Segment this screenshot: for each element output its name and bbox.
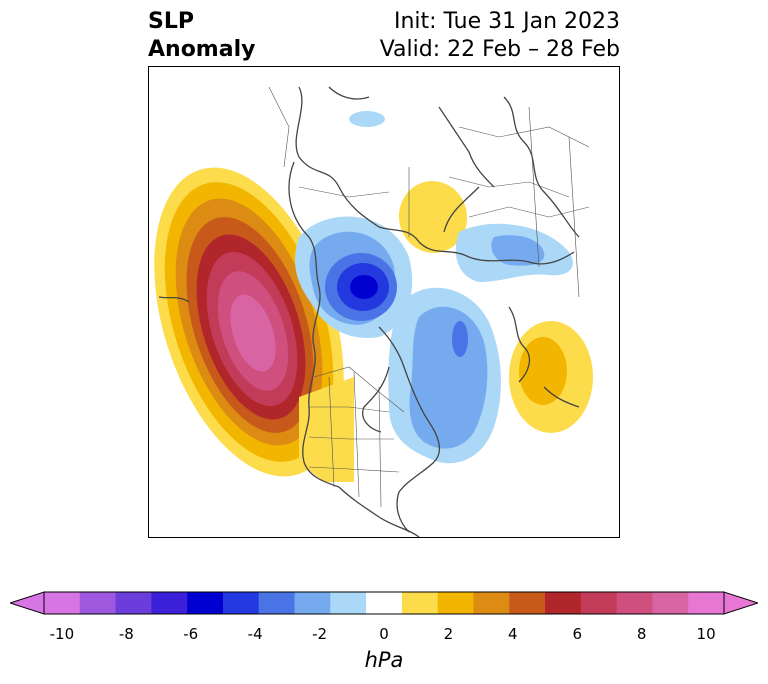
colorbar-tick-label: 0 (379, 625, 389, 643)
colorbar-segment (437, 592, 474, 614)
colorbar-segment (473, 592, 510, 614)
anomaly-siberia-2 (491, 235, 545, 266)
colorbar-tick-label: -4 (247, 625, 263, 643)
colorbar-extend-high (723, 591, 758, 615)
colorbar-tick-label: -6 (183, 625, 199, 643)
title-variable: SLP (148, 9, 194, 34)
colorbar (10, 591, 758, 615)
colorbar-tick-label: 4 (508, 625, 518, 643)
chart-title: SLP Anomaly (148, 8, 255, 64)
colorbar-tick-label: 10 (696, 625, 716, 643)
colorbar-segment (580, 592, 618, 614)
colorbar-segment (294, 592, 331, 614)
colorbar-segment (509, 592, 546, 614)
colorbar-segment (616, 592, 653, 614)
anomaly-west-us (299, 377, 354, 482)
coastlines (158, 86, 580, 537)
anomaly-fill (154, 111, 593, 482)
colorbar-segment (366, 592, 403, 614)
colorbar-segment (401, 592, 439, 614)
colorbar-tick-label: 6 (572, 625, 583, 643)
slp-anomaly-map (148, 66, 620, 538)
colorbar-tick-label: -8 (118, 625, 134, 643)
colorbar-segment (688, 592, 725, 614)
colorbar-segment (330, 592, 367, 614)
colorbar-tick-label: 8 (636, 625, 647, 643)
colorbar-outline (43, 591, 725, 615)
colorbar-segment (652, 592, 689, 614)
colorbar-tick-label: -2 (312, 625, 328, 643)
colorbar-segment (151, 592, 188, 614)
chart-subtitle: Init: Tue 31 Jan 2023 Valid: 22 Feb – 28… (380, 8, 620, 64)
anomaly-north-small (349, 111, 385, 127)
colorbar-segment (187, 592, 224, 614)
anomaly-greenland-3 (452, 321, 468, 357)
map-canvas (154, 86, 593, 537)
anomaly-arctic-5 (350, 275, 378, 299)
colorbar-extend-low (10, 591, 45, 615)
init-date: Init: Tue 31 Jan 2023 (393, 9, 620, 34)
colorbar-tick-label: -10 (49, 625, 75, 643)
colorbar-tick-label: 2 (443, 625, 454, 643)
colorbar-segment (258, 592, 296, 614)
valid-range: Valid: 22 Feb – 28 Feb (379, 37, 620, 62)
colorbar-segments (44, 592, 725, 614)
colorbar-segment (222, 592, 260, 614)
title-field: Anomaly (148, 37, 256, 62)
colorbar-segment (545, 592, 582, 614)
borders (268, 86, 590, 508)
colorbar-segment (115, 592, 152, 614)
colorbar-segment (44, 592, 81, 614)
colorbar-units: hPa (364, 648, 404, 672)
anomaly-greenland-2 (409, 306, 488, 449)
anomaly-pacific-8 (230, 294, 276, 372)
anomaly-kara (398, 181, 468, 253)
anomaly-atlantic-2 (519, 337, 567, 405)
colorbar-segment (79, 592, 117, 614)
